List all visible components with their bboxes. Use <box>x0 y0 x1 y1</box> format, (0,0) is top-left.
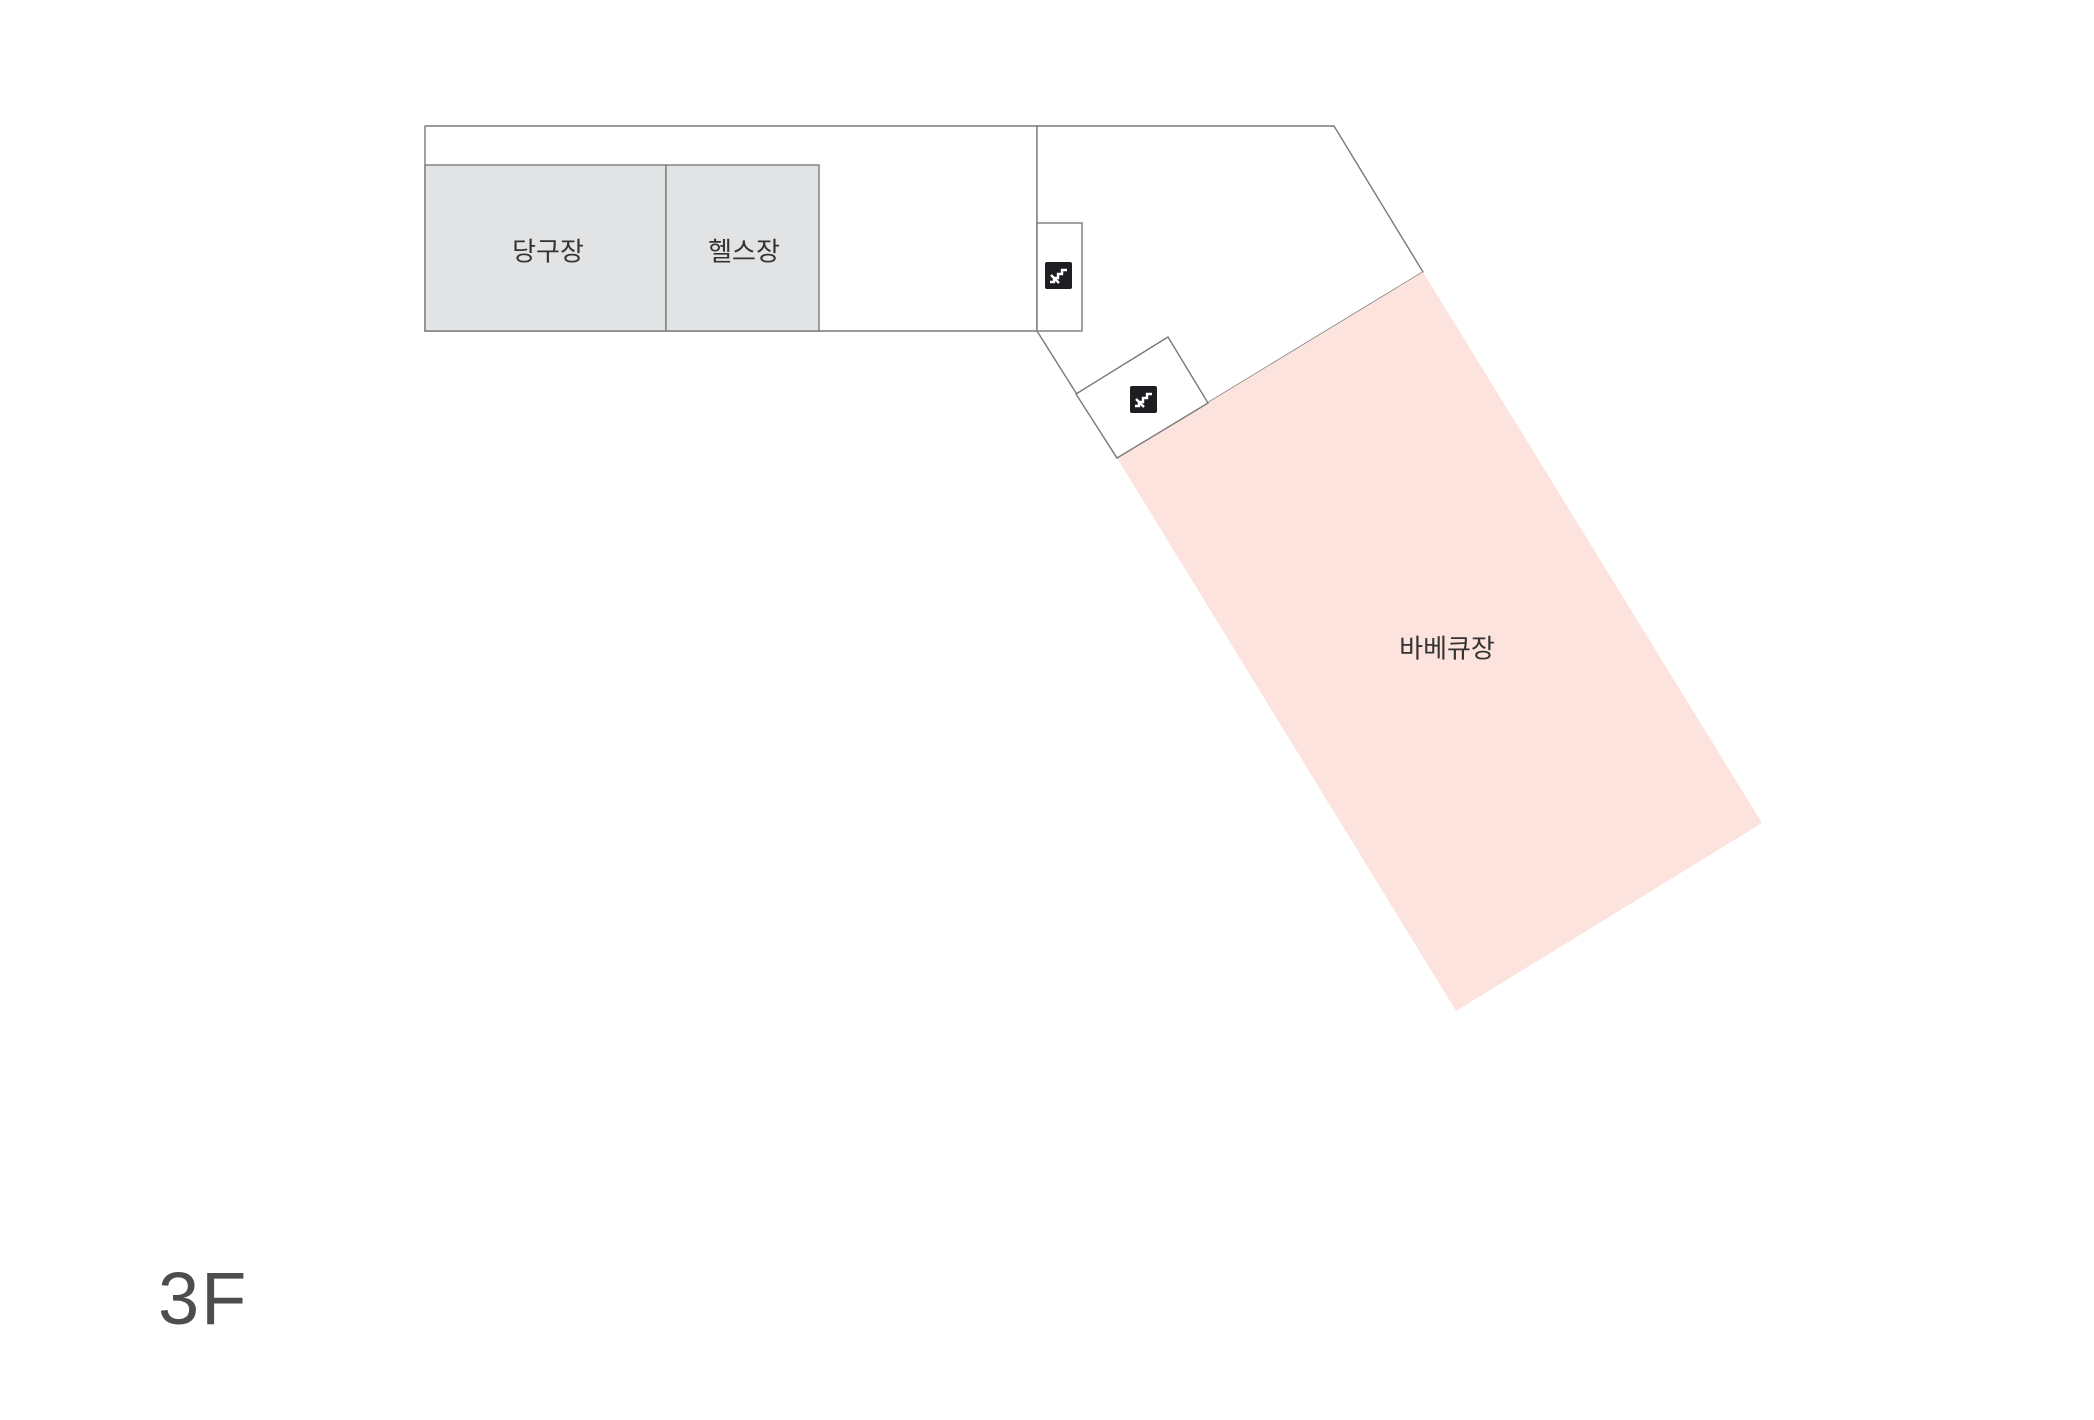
fitness-room-label: 헬스장 <box>708 238 780 268</box>
stairs-icon <box>1130 386 1157 413</box>
billiards-room[interactable] <box>424 164 667 332</box>
billiards-room-label: 당구장 <box>512 238 584 268</box>
stairs-icon <box>1045 262 1072 289</box>
bbq-area[interactable] <box>1117 272 1762 1011</box>
floor-label: 3F <box>158 1257 249 1340</box>
fitness-room[interactable] <box>665 164 820 332</box>
bbq-area-label: 바베큐장 <box>1399 635 1495 665</box>
